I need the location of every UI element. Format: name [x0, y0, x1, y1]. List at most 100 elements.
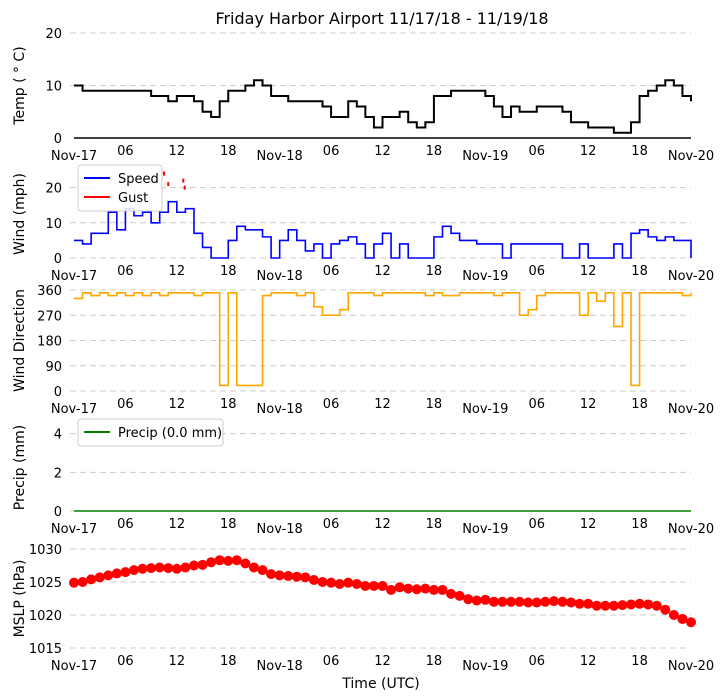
- data-point-mslp: [574, 598, 585, 609]
- y-tick-label: 1020: [29, 609, 62, 624]
- data-point-mslp: [334, 578, 345, 589]
- data-point-mslp: [231, 555, 242, 566]
- y-tick-label: 10: [45, 80, 62, 95]
- data-point-mslp: [368, 580, 379, 591]
- x-tick-label: 12: [374, 397, 391, 412]
- data-point-mslp: [540, 596, 551, 607]
- x-tick-label: 06: [323, 144, 340, 159]
- x-axis-label: Time (UTC): [341, 676, 419, 692]
- chart-title: Friday Harbor Airport 11/17/18 - 11/19/1…: [215, 9, 548, 28]
- x-tick-label: Nov-20: [668, 149, 714, 164]
- x-tick-label: 18: [631, 264, 648, 279]
- x-tick-label: 18: [631, 517, 648, 532]
- x-tick-label: 12: [580, 264, 597, 279]
- x-tick-label: Nov-18: [257, 659, 303, 674]
- data-point-mslp: [69, 577, 79, 588]
- x-tick-label: 18: [220, 264, 237, 279]
- data-point-mslp: [566, 597, 577, 608]
- data-point-mslp: [360, 580, 371, 591]
- x-tick-label: Nov-19: [462, 269, 508, 284]
- data-point-mslp: [557, 596, 568, 607]
- y-tick-label: 20: [45, 182, 62, 197]
- x-tick-label: 06: [528, 264, 545, 279]
- x-tick-label: 12: [169, 517, 186, 532]
- legend-box: [77, 164, 163, 212]
- y-tick-label: 90: [45, 360, 62, 375]
- data-point-mslp: [111, 568, 122, 579]
- data-point-mslp: [608, 600, 619, 611]
- data-point-mslp: [248, 562, 259, 573]
- y-tick-label: 20: [45, 27, 62, 42]
- data-point-mslp: [668, 610, 679, 620]
- x-tick-label: 06: [528, 397, 545, 412]
- x-tick-label: 06: [117, 517, 134, 532]
- x-tick-label: Nov-18: [257, 149, 303, 164]
- y-tick-label: 0: [54, 132, 62, 147]
- data-point-mslp: [128, 565, 139, 576]
- x-tick-label: Nov-17: [51, 149, 97, 164]
- x-tick-label: 06: [117, 397, 134, 412]
- x-tick-label: Nov-19: [462, 522, 508, 537]
- x-tick-label: 18: [426, 264, 443, 279]
- x-tick-label: 06: [323, 397, 340, 412]
- y-tick-label: 4: [54, 428, 62, 443]
- x-tick-label: Nov-20: [668, 522, 714, 537]
- x-tick-label: 18: [426, 654, 443, 669]
- data-point-mslp: [300, 572, 311, 583]
- data-point-mslp: [77, 577, 88, 587]
- panel-temp: 0 10 20 Temp ( ° C) Nov-17 06 12 18 Nov-18 06 12 18…: [12, 27, 714, 164]
- data-point-mslp: [437, 584, 448, 595]
- data-point-mslp: [643, 599, 654, 610]
- data-point-mslp: [394, 582, 405, 593]
- y-tick-label: 2: [54, 466, 62, 481]
- x-tick-label: 18: [220, 397, 237, 412]
- data-point-mslp: [188, 560, 199, 571]
- x-tick-label: 12: [169, 264, 186, 279]
- x-tick-label: Nov-20: [668, 659, 714, 674]
- x-tick-label: Nov-19: [462, 149, 508, 164]
- data-point-mslp: [120, 567, 131, 578]
- x-tick-label: 06: [528, 517, 545, 532]
- series-line-speed: [74, 200, 692, 259]
- x-tick-label: 18: [631, 397, 648, 412]
- data-point-mslp: [531, 597, 542, 608]
- x-tick-label: Nov-18: [257, 269, 303, 284]
- data-point-mslp: [308, 575, 319, 586]
- y-tick-label: 0: [54, 385, 62, 400]
- data-point-gust: [167, 182, 170, 187]
- x-tick-label: 18: [220, 144, 237, 159]
- x-tick-label: 12: [169, 654, 186, 669]
- x-tick-label: 18: [220, 654, 237, 669]
- data-point-mslp: [617, 600, 628, 611]
- data-point-mslp: [283, 571, 294, 582]
- data-point-mslp: [600, 600, 611, 611]
- y-tick-label: 1030: [29, 543, 62, 558]
- data-point-mslp: [514, 596, 525, 607]
- x-tick-label: 18: [220, 517, 237, 532]
- legend: Speed Gust: [77, 164, 163, 212]
- data-point-mslp: [257, 565, 268, 576]
- x-tick-label: 06: [528, 144, 545, 159]
- data-point-mslp: [626, 599, 637, 610]
- x-tick-label: 12: [374, 654, 391, 669]
- x-tick-label: 12: [580, 144, 597, 159]
- y-axis-label: Wind (mph): [12, 173, 28, 255]
- data-point-mslp: [471, 595, 482, 606]
- data-point-gust: [162, 171, 165, 176]
- data-point-mslp: [634, 598, 645, 609]
- data-point-mslp: [411, 584, 422, 595]
- x-tick-label: 06: [117, 264, 134, 279]
- data-point-mslp: [463, 594, 474, 605]
- series-line-wind-direction: [74, 292, 692, 387]
- x-tick-label: Nov-19: [462, 659, 508, 674]
- data-point-mslp: [651, 600, 662, 611]
- data-point-mslp: [660, 604, 671, 615]
- data-point-mslp: [523, 597, 534, 608]
- data-point-mslp: [163, 563, 174, 574]
- panel-wind-direction: 0 90 180 270 360 Wind Direction Nov-17 06 12 18 No…: [12, 284, 714, 417]
- y-tick-label: 360: [37, 284, 62, 299]
- y-tick-label: 1025: [29, 576, 62, 591]
- data-point-mslp: [266, 569, 277, 580]
